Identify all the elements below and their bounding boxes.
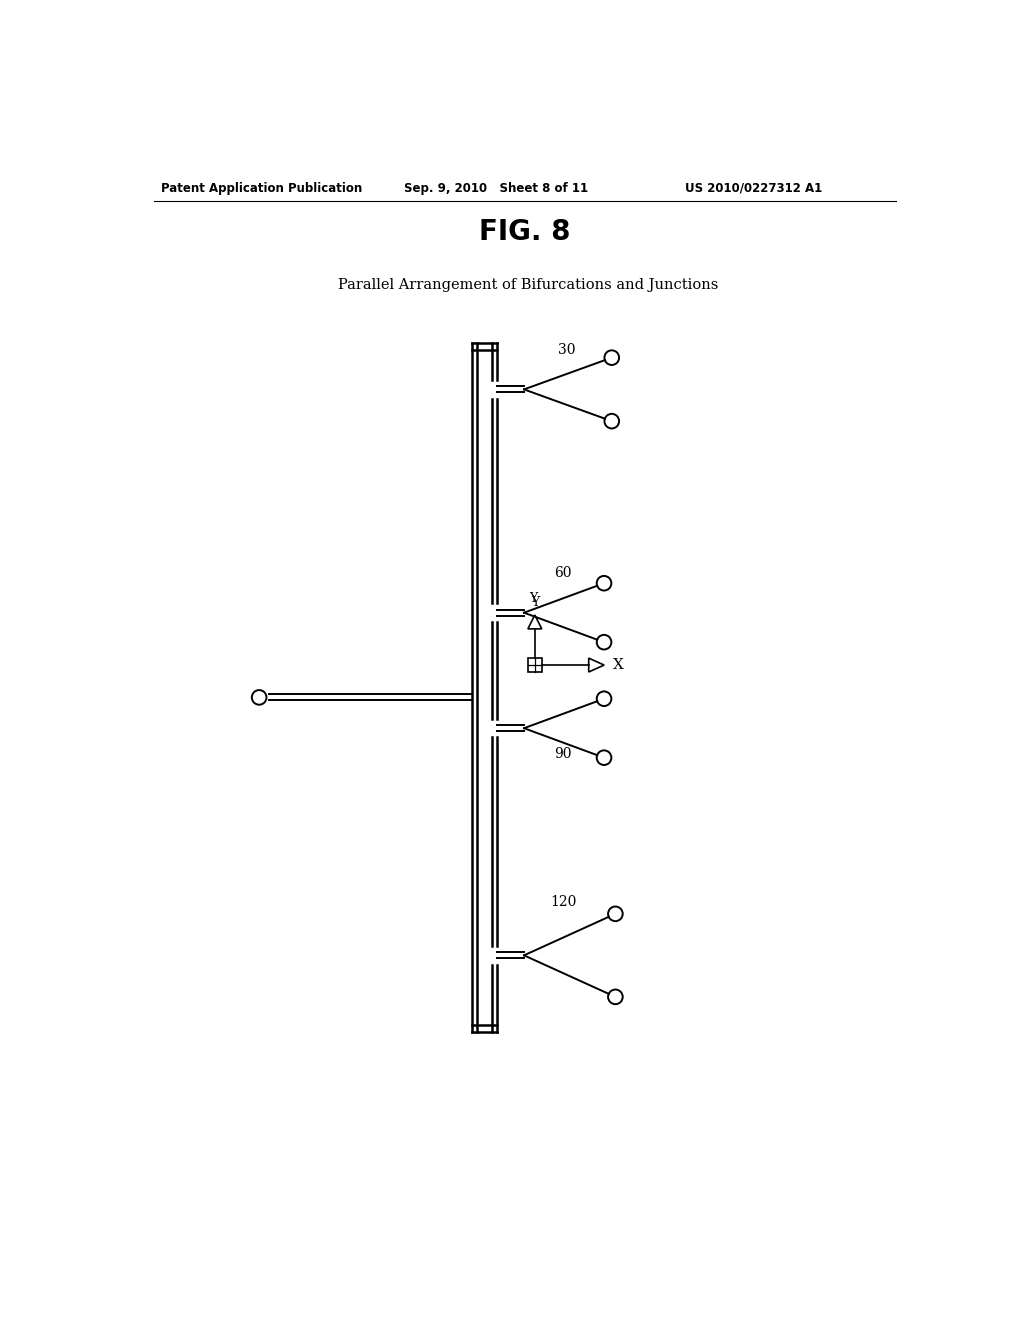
Text: Sep. 9, 2010   Sheet 8 of 11: Sep. 9, 2010 Sheet 8 of 11 xyxy=(403,182,588,194)
Text: 60: 60 xyxy=(554,566,571,581)
Text: 90: 90 xyxy=(554,747,571,762)
Text: US 2010/0227312 A1: US 2010/0227312 A1 xyxy=(685,182,822,194)
Bar xyxy=(528,659,542,672)
Text: X: X xyxy=(613,659,625,672)
Text: Y: Y xyxy=(529,591,538,605)
Text: 30: 30 xyxy=(558,343,575,358)
Text: FIG. 8: FIG. 8 xyxy=(479,219,570,247)
Text: Parallel Arrangement of Bifurcations and Junctions: Parallel Arrangement of Bifurcations and… xyxy=(339,277,719,292)
Text: 120: 120 xyxy=(550,895,577,909)
Text: Patent Application Publication: Patent Application Publication xyxy=(162,182,362,194)
Text: Y: Y xyxy=(530,595,539,609)
